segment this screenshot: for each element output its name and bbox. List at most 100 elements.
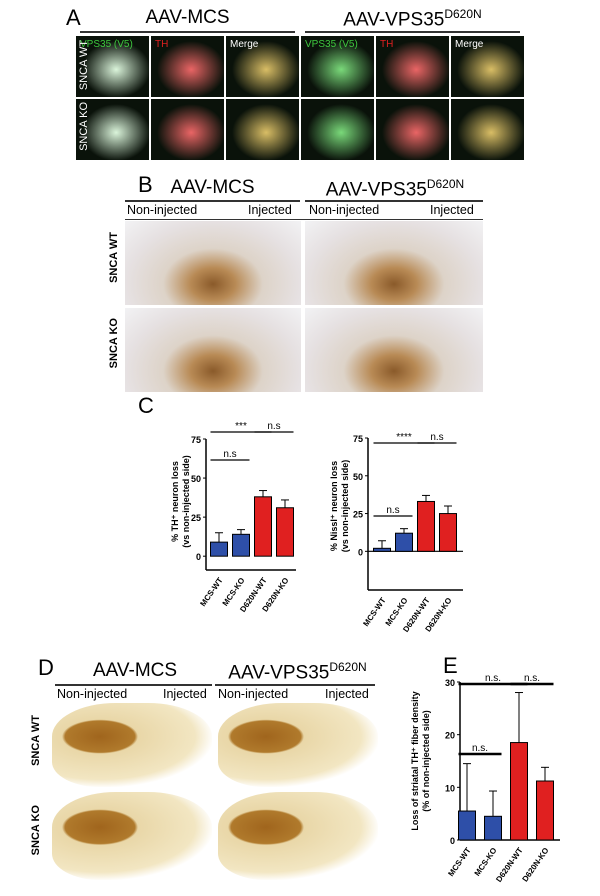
striatum-image [52, 703, 212, 787]
panel-b-label: B [138, 172, 153, 197]
y-tick-label: 25 [191, 513, 201, 523]
y-tick-label: 10 [445, 783, 455, 793]
panel-c-label: C [138, 393, 154, 418]
y-axis-label: (vs non-injected side) [181, 455, 191, 548]
divider [125, 200, 300, 202]
ihc-image [305, 308, 483, 392]
y-tick-label: 25 [353, 510, 363, 520]
subheader-non-injected: Non-injected [309, 203, 380, 217]
panel-d-label: D [38, 655, 54, 680]
x-tick-label: MCS-KO [473, 846, 499, 878]
panel-d-header-vps35: AAV-VPS35D620N [228, 660, 367, 684]
panel-e-label: E [443, 653, 458, 678]
y-tick-label: 0 [358, 547, 363, 557]
bar-d620n-ko [536, 780, 554, 841]
divider [125, 219, 483, 220]
bar-mcs-wt [458, 810, 476, 841]
significance-label: n.s. [524, 673, 540, 684]
fluorescence-image [300, 98, 375, 161]
subheader-injected: Injected [163, 687, 207, 701]
y-tick-label: 30 [445, 678, 455, 688]
subheader-non-injected: Non-injected [57, 687, 128, 701]
significance-label: n.s [386, 505, 399, 516]
channel-label: Merge [455, 39, 484, 50]
bar-mcs-ko [395, 532, 413, 552]
bar-d620n-ko [439, 513, 457, 552]
significance-label: n.s [430, 432, 443, 443]
ihc-image [305, 221, 483, 305]
y-axis-label: (% of non-injected side) [421, 710, 431, 812]
panel-a-header-mcs: AAV-MCS [145, 7, 230, 28]
chart-nissl-neuron-loss: 0255075MCS-WTMCS-KOD620N-WTD620N-KOn.s**… [329, 432, 463, 634]
panel-b-header-vps35: AAV-VPS35D620N [325, 177, 465, 201]
subheader-injected: Injected [325, 687, 369, 701]
fluorescence-image: VPS35 (V5) [75, 35, 150, 98]
x-tick-label: D620N-KO [521, 846, 551, 884]
significance-label: **** [396, 432, 412, 443]
fluorescence-image [75, 98, 150, 161]
bar-d620n-wt [510, 742, 528, 841]
channel-label: Merge [230, 39, 259, 50]
x-tick-label: MCS-WT [446, 846, 472, 878]
chart-th-neuron-loss: 0255075MCS-WTMCS-KOD620N-WTD620N-KOn.s**… [170, 421, 296, 614]
row-label-snca-ko: SNCA KO [108, 318, 120, 369]
fluorescence-image [375, 98, 450, 161]
subheader-non-injected: Non-injected [127, 203, 198, 217]
significance-label: n.s [223, 449, 236, 460]
y-axis-label: Loss of striatal TH⁺ fiber density [410, 691, 420, 830]
ihc-image [125, 221, 301, 305]
subheader-non-injected: Non-injected [218, 687, 289, 701]
y-tick-label: 50 [191, 474, 201, 484]
channel-label: VPS35 (V5) [80, 39, 133, 50]
bar-d620n-wt [254, 496, 272, 557]
significance-label: n.s. [485, 673, 501, 684]
subheader-injected: Injected [248, 203, 292, 217]
significance-label: *** [235, 421, 247, 432]
y-tick-label: 0 [196, 552, 201, 562]
bar-mcs-wt [373, 547, 391, 552]
row-label-snca-ko: SNCA KO [30, 805, 42, 856]
fluorescence-image-grid: VPS35 (V5) TH Merge VPS35 (V5) TH Merge [75, 35, 525, 161]
striatum-image [218, 703, 378, 787]
significance-label: n.s. [472, 743, 488, 754]
row-label-snca-wt: SNCA WT [78, 40, 90, 91]
channel-label: TH [155, 39, 169, 50]
fluorescence-image [450, 98, 525, 161]
subheader-injected: Injected [430, 203, 474, 217]
fluorescence-image: TH [150, 35, 225, 98]
panel-a-header-vps35: AAV-VPS35D620N [343, 7, 482, 31]
y-tick-label: 50 [353, 472, 363, 482]
y-tick-label: 75 [191, 435, 201, 445]
fluorescence-image: VPS35 (V5) [300, 35, 375, 98]
y-tick-label: 20 [445, 731, 455, 741]
panel-b-header-mcs: AAV-MCS [170, 177, 255, 198]
y-tick-label: 0 [450, 836, 455, 846]
y-axis-label: (vs non-injected side) [340, 460, 350, 553]
channel-label: VPS35 (V5) [305, 39, 358, 50]
bar-d620n-wt [417, 500, 435, 552]
fluorescence-image: Merge [225, 35, 300, 98]
panel-d-header-mcs: AAV-MCS [92, 660, 178, 681]
divider [215, 684, 375, 686]
channel-label: TH [380, 39, 394, 50]
striatum-image [52, 792, 212, 880]
divider [55, 684, 212, 686]
bar-mcs-wt [210, 541, 228, 557]
panel-a-label: A [66, 5, 81, 30]
y-tick-label: 75 [353, 434, 363, 444]
bar-mcs-ko [484, 815, 502, 841]
bar-d620n-ko [276, 507, 294, 557]
divider [305, 200, 483, 202]
significance-label: n.s [267, 421, 280, 432]
row-label-snca-wt: SNCA WT [108, 232, 120, 283]
divider [305, 31, 520, 33]
fluorescence-image [225, 98, 300, 161]
fluorescence-image: Merge [450, 35, 525, 98]
bar-mcs-ko [232, 533, 250, 557]
row-label-snca-wt: SNCA WT [30, 715, 42, 766]
fluorescence-image [150, 98, 225, 161]
divider [80, 31, 295, 33]
fluorescence-image: TH [375, 35, 450, 98]
row-label-snca-ko: SNCA KO [78, 102, 90, 151]
